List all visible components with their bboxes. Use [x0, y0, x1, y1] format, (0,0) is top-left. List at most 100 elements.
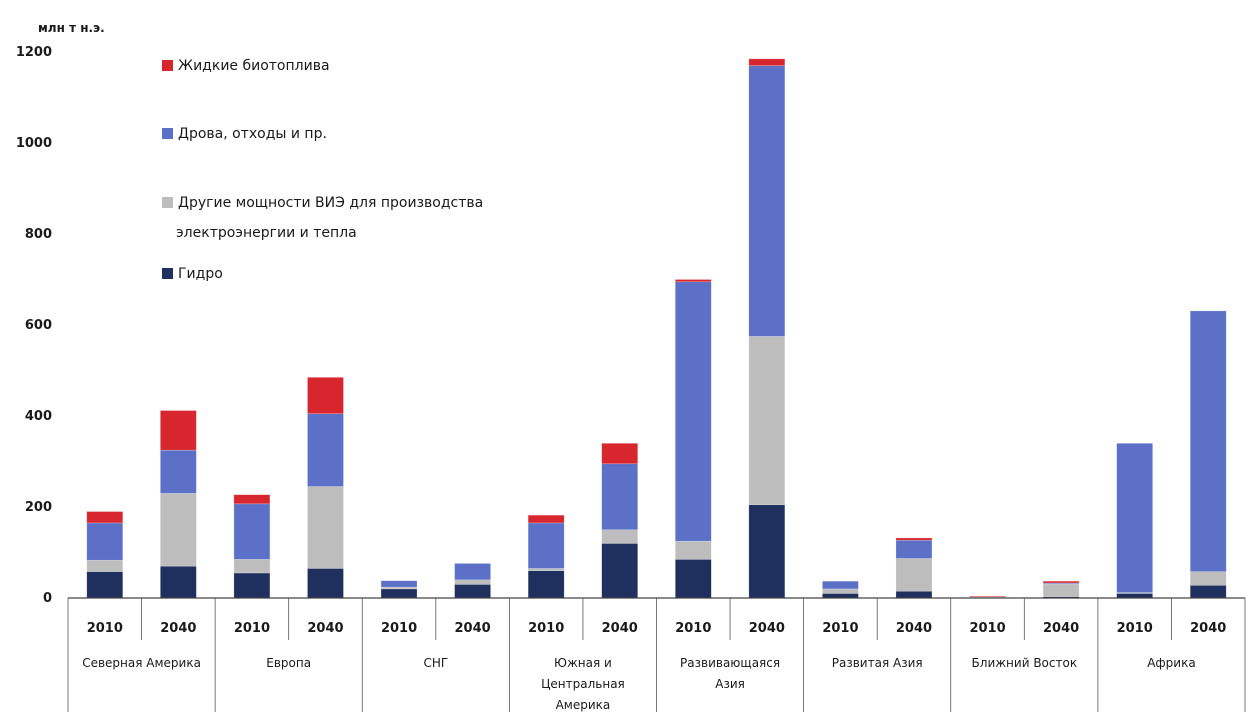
bar-segment-wood [307, 413, 344, 487]
y-axis-ticks: 0 200 400 600 800 1000 1200 [16, 45, 52, 606]
x-tick-label: 2010 [528, 621, 564, 636]
group-label: Северная Америка [82, 656, 201, 670]
bar-segment-wood [601, 463, 639, 531]
bar-segment-wood [748, 65, 786, 337]
x-tick-label: 2010 [969, 621, 1005, 636]
bar-segment-other_res [454, 579, 491, 585]
bar-segment-wood [160, 449, 197, 494]
bar-segment-wood [1116, 442, 1153, 593]
bar-segment-other_res [233, 559, 271, 574]
bar-segment-hydro [86, 571, 124, 599]
y-tick-label: 800 [25, 227, 52, 242]
bar-segment-biofuels [748, 58, 786, 66]
group-label: Центральная [541, 677, 625, 691]
bar-segment-hydro [601, 543, 639, 599]
x-tick-label: 2010 [87, 621, 123, 636]
bar-segment-hydro [1116, 593, 1153, 599]
y-tick-label: 1200 [16, 45, 52, 60]
bar-segment-wood [86, 522, 124, 561]
bar-segment-biofuels [1042, 580, 1080, 584]
y-tick-label: 200 [25, 500, 52, 515]
bar-segment-other_res [601, 529, 639, 544]
bar-segment-biofuels [160, 410, 197, 451]
bar-segment-wood [674, 281, 712, 542]
bar-segment-other_res [1189, 571, 1227, 586]
bar-segment-wood [233, 503, 271, 560]
x-tick-label: 2040 [455, 621, 491, 636]
group-label: Южная и [554, 656, 612, 670]
x-tick-label: 2010 [381, 621, 417, 636]
bar-segment-hydro [1189, 584, 1227, 599]
x-tick-label: 2040 [602, 621, 638, 636]
group-label: Европа [266, 656, 311, 670]
bar-segment-other_res [527, 568, 565, 571]
x-tick-label: 2040 [749, 621, 785, 636]
bar-segment-other_res [895, 558, 933, 592]
legend-swatch-other_res [162, 197, 173, 208]
legend-swatch-wood [162, 128, 173, 139]
bar-segment-hydro [454, 584, 491, 599]
legend-label-wood: Дрова, отходы и пр. [178, 126, 327, 142]
bar-segment-other_res [1042, 583, 1080, 597]
legend-label-other_res: электроэнергии и тепла [176, 225, 357, 241]
bar-segment-hydro [822, 593, 859, 599]
y-axis-unit-label: млн т н.э. [38, 21, 105, 35]
legend: Жидкие биотоплива Дрова, отходы и пр. Друг… [162, 58, 483, 282]
bar-segment-biofuels [86, 511, 124, 524]
bar-segment-biofuels [307, 377, 344, 415]
bar-segment-other_res [822, 588, 859, 594]
bar-segment-biofuels [674, 279, 712, 283]
bar-segment-biofuels [601, 442, 639, 465]
bar-segment-biofuels [233, 494, 271, 505]
bar-segment-hydro [233, 572, 271, 599]
legend-label-other_res: Другие мощности ВИЭ для производства [178, 195, 483, 211]
x-tick-label: 2040 [1043, 621, 1079, 636]
legend-swatch-hydro [162, 268, 173, 279]
legend-label-biofuels: Жидкие биотоплива [178, 58, 330, 74]
bar-segment-hydro [307, 568, 344, 599]
x-tick-label: 2010 [1117, 621, 1153, 636]
bars [86, 58, 1227, 599]
bar-segment-hydro [748, 504, 786, 599]
bar-segment-wood [822, 580, 859, 590]
x-tick-label: 2010 [234, 621, 270, 636]
bar-segment-hydro [895, 590, 933, 599]
y-tick-label: 600 [25, 318, 52, 333]
bar-segment-wood [895, 539, 933, 559]
bar-segment-other_res [160, 493, 197, 567]
legend-swatch-biofuels [162, 60, 173, 71]
bar-segment-biofuels [969, 595, 1006, 598]
group-label: СНГ [423, 656, 448, 670]
x-tick-label: 2010 [822, 621, 858, 636]
x-tick-label: 2040 [1190, 621, 1226, 636]
group-label: Ближний Восток [972, 656, 1078, 670]
group-label: Развивающаяся [680, 656, 780, 670]
bar-segment-other_res [86, 559, 124, 572]
bar-segment-hydro [674, 559, 712, 599]
bar-segment-other_res [674, 540, 712, 560]
bar-segment-wood [1189, 310, 1227, 572]
bar-segment-wood [454, 563, 491, 581]
bar-segment-wood [527, 522, 565, 569]
bar-segment-other_res [748, 336, 786, 506]
y-tick-label: 1000 [16, 136, 52, 151]
bar-segment-biofuels [527, 514, 565, 524]
x-axis: 2010 2040 2010 2040 2010 2040 2010 2040 2010 2040… [67, 597, 1246, 712]
legend-label-hydro: Гидро [178, 266, 223, 282]
group-label: Азия [715, 677, 745, 691]
group-label: Развитая Азия [832, 656, 923, 670]
bar-segment-other_res [307, 486, 344, 569]
bar-segment-hydro [160, 565, 197, 599]
group-label: Америка [556, 698, 611, 712]
bar-segment-hydro [380, 588, 418, 599]
group-label: Африка [1147, 656, 1196, 670]
y-tick-label: 0 [43, 591, 52, 606]
x-tick-label: 2010 [675, 621, 711, 636]
x-tick-label: 2040 [160, 621, 196, 636]
y-tick-label: 400 [25, 409, 52, 424]
bar-segment-biofuels [895, 537, 933, 541]
bar-segment-hydro [527, 570, 565, 599]
x-tick-label: 2040 [307, 621, 343, 636]
x-tick-label: 2040 [896, 621, 932, 636]
